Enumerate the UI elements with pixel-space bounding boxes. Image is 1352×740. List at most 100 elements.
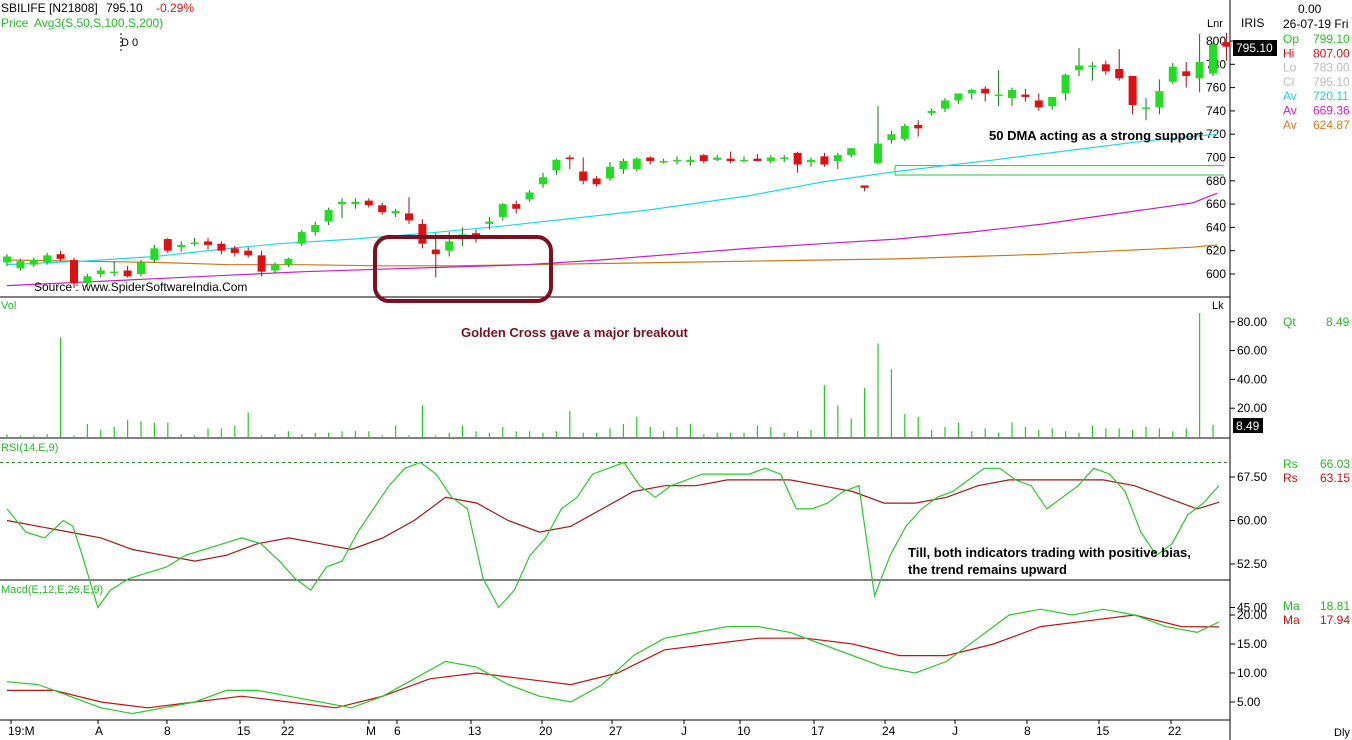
candle-body: [150, 248, 159, 261]
macd-signal-line: [7, 614, 1220, 709]
candle-body: [699, 155, 708, 161]
candle-body: [163, 239, 172, 251]
source-label: Source : www.SpiderSoftwareIndia.Com: [34, 280, 247, 294]
header-price: 795.10: [106, 1, 143, 15]
ma50-line: [6, 133, 1218, 266]
candle-body: [606, 166, 614, 179]
iris-label: IRIS: [1241, 16, 1264, 30]
candle-body: [1075, 65, 1083, 71]
candle-body: [579, 171, 588, 181]
candle-body: [1008, 89, 1016, 99]
ohlc-value: 783.00: [1313, 61, 1350, 75]
x-axis: 19:M A 8 15 22 M 6 13 20 27 J 10 17 24 J 8 15 22: [8, 720, 1182, 738]
candle-body: [525, 192, 534, 200]
macd-line: [6, 608, 1220, 715]
candle-body: [740, 159, 748, 162]
dly-label: Dly: [1334, 727, 1350, 739]
candle-body: [887, 134, 896, 141]
rsi-chart: 45.00 52.50 60.00 67.50: [0, 461, 1267, 615]
candle-body: [498, 204, 507, 217]
macd-label-2: Ma: [1283, 613, 1300, 627]
candle-body: [257, 255, 266, 272]
candle-body: [324, 209, 333, 222]
panel-borders: [0, 0, 1231, 740]
x-axis-label: 17: [811, 724, 825, 738]
x-axis-label: M: [366, 724, 376, 738]
candle-body: [1155, 91, 1164, 108]
x-axis-label: 15: [237, 724, 251, 738]
candle-body: [123, 270, 132, 277]
candle-body: [284, 258, 293, 265]
golden-cross-highlight: [373, 235, 553, 303]
vol-qt-label: Qt: [1283, 315, 1296, 329]
candle-body: [1115, 68, 1124, 79]
macd-tick-label: 5.00: [1237, 695, 1261, 709]
macd-label-1: Ma: [1283, 599, 1300, 613]
price-tick-label: 660: [1206, 197, 1226, 211]
candle-body: [927, 110, 936, 114]
candle-body: [137, 262, 145, 274]
candle-body: [311, 225, 320, 233]
candle-body: [445, 241, 454, 251]
date-label: 26-07-19 Fri: [1283, 17, 1348, 31]
candle-body: [686, 159, 695, 163]
candle-body: [1101, 64, 1110, 72]
macd-tick-label: 10.00: [1237, 666, 1267, 680]
candle-body: [874, 143, 882, 164]
price-tick-label: 740: [1206, 104, 1226, 118]
volume-chart: 20.00 40.00 60.00 80.00: [6, 313, 1267, 437]
vol-qt-value: 8.49: [1326, 315, 1350, 329]
candle-body: [297, 232, 306, 244]
last-price-tag: 795.10: [1236, 41, 1273, 55]
candle-body: [351, 201, 360, 205]
top-right-value: 0.00: [1298, 2, 1322, 16]
candle-body: [1034, 100, 1043, 108]
candle-body: [820, 156, 829, 165]
candle-body: [941, 100, 949, 109]
candle-body: [364, 200, 373, 206]
ohlc-label: Hi: [1283, 46, 1294, 60]
candle-body: [793, 152, 802, 165]
candle-body: [713, 157, 722, 160]
candle-body: [1061, 74, 1070, 94]
price-tick-label: 600: [1206, 267, 1226, 281]
candle-body: [833, 155, 842, 161]
ohlc-value: 624.87: [1313, 118, 1350, 132]
macd-value-2: 17.94: [1320, 613, 1350, 627]
rsi-label-1: Rs: [1283, 457, 1298, 471]
candle-body: [552, 159, 561, 171]
macd-title: Macd(E,12,E,26,E,9): [1, 584, 103, 596]
candle-body: [994, 94, 1003, 97]
header-change: -0.29%: [156, 1, 194, 15]
candle-body: [230, 248, 239, 254]
candle-body: [860, 185, 869, 188]
vol-last-tag-bg: [1233, 418, 1263, 433]
rsi-title: RSI(14,E,9): [1, 442, 58, 454]
candle-body: [378, 205, 387, 213]
x-axis-label: 19:M: [8, 724, 35, 738]
candle-body: [646, 157, 655, 161]
vol-title: Vol: [1, 300, 16, 312]
macd-tick-label: 15.00: [1237, 637, 1267, 651]
candle-body: [981, 88, 990, 94]
x-axis-label: J: [681, 724, 687, 738]
ohlc-label: Av: [1283, 89, 1297, 103]
candle-body: [1021, 94, 1030, 97]
rsi-value-2: 63.15: [1320, 471, 1350, 485]
candle-body: [619, 160, 628, 170]
annotation-bias-line1: Till, both indicators trading with posit…: [908, 545, 1191, 560]
ohlc-value: 669.36: [1313, 104, 1350, 118]
symbol-label: SBILIFE [N21808]: [1, 1, 98, 15]
candle-body: [190, 242, 199, 245]
candle-body: [1209, 44, 1217, 74]
vol-tick-label: 80.00: [1237, 315, 1267, 329]
candle-body: [673, 159, 681, 162]
candle-body: [70, 260, 78, 284]
candle-body: [954, 93, 963, 101]
price-tick-label: 640: [1206, 220, 1226, 234]
vol-tick-label: 40.00: [1237, 372, 1267, 386]
lnr-label: Lnr: [1207, 18, 1223, 30]
price-chart: 600620640660680700720740760780800: [3, 32, 1235, 288]
candle-body: [418, 223, 427, 244]
